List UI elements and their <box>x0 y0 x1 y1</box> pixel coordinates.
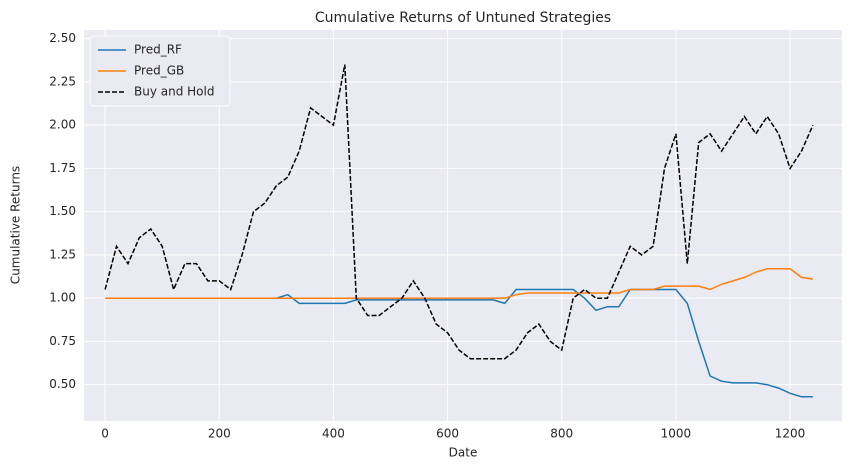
x-tick-label: 800 <box>550 427 573 441</box>
x-axis-label: Date <box>449 446 478 460</box>
x-tick-label: 0 <box>101 427 109 441</box>
x-tick-label: 1000 <box>661 427 692 441</box>
y-tick-label: 1.50 <box>49 204 76 218</box>
y-tick-label: 0.75 <box>49 334 76 348</box>
y-axis-label: Cumulative Returns <box>9 166 23 284</box>
series-line <box>105 268 814 299</box>
chart-title: Cumulative Returns of Untuned Strategies <box>315 10 611 26</box>
x-tick-label: 200 <box>208 427 231 441</box>
legend-label: Pred_RF <box>134 43 182 57</box>
legend-label: Pred_GB <box>134 64 184 78</box>
y-tick-label: 1.75 <box>49 161 76 175</box>
y-tick-label: 2.50 <box>49 31 76 45</box>
x-tick-label: 600 <box>436 427 459 441</box>
x-tick-label: 1200 <box>775 427 806 441</box>
legend-label: Buy and Hold <box>134 85 214 99</box>
y-tick-label: 1.00 <box>49 291 76 305</box>
y-tick-label: 1.25 <box>49 247 76 261</box>
y-tick-label: 2.25 <box>49 74 76 88</box>
y-tick-label: 2.00 <box>49 118 76 132</box>
legend-box <box>89 35 231 107</box>
series-line <box>104 64 814 360</box>
x-tick-label: 400 <box>322 427 345 441</box>
y-tick-label: 0.50 <box>49 377 76 391</box>
